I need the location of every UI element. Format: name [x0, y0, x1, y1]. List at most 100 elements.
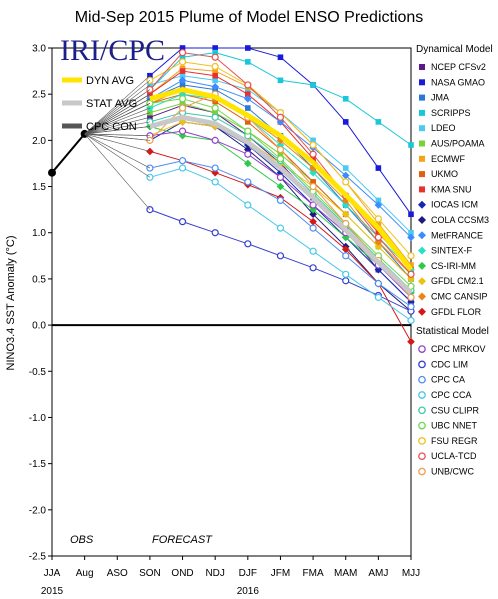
y-tick-label: 1.5 — [32, 182, 46, 193]
iri-cpc-logo: IRI/CPC — [60, 34, 165, 67]
fan-line — [84, 75, 151, 135]
legend-label: NASA GMAO — [431, 77, 485, 87]
series-cdc-lim — [146, 206, 415, 315]
data-point — [374, 233, 382, 241]
data-point — [178, 164, 187, 172]
legend-marker — [418, 391, 426, 399]
x-tick-label: JFM — [271, 568, 290, 579]
legend-label: MetFRANCE — [431, 230, 483, 240]
data-point — [407, 233, 415, 242]
x-tick-label: Aug — [76, 568, 94, 579]
data-point — [211, 164, 219, 172]
data-point — [178, 58, 187, 66]
legend-label: UNB/CWC — [431, 467, 474, 477]
data-point — [374, 201, 383, 209]
data-point — [179, 100, 186, 107]
data-point — [342, 252, 350, 260]
data-point — [212, 72, 218, 79]
legend-marker — [418, 216, 426, 224]
fan-line — [84, 89, 151, 135]
data-point — [276, 224, 285, 232]
data-point — [212, 109, 218, 116]
data-point — [407, 337, 415, 346]
series-cpc-ca — [146, 157, 415, 311]
data-point — [245, 59, 251, 65]
observed-point — [48, 168, 56, 177]
legend-label: COLA CCSM3 — [431, 215, 489, 225]
data-point — [374, 293, 382, 301]
legend-marker — [418, 231, 426, 240]
data-point — [374, 279, 382, 288]
data-point — [276, 146, 285, 154]
data-point — [245, 105, 251, 111]
avg-legend-label: CPC CON — [86, 121, 137, 133]
data-point — [408, 211, 414, 218]
data-point — [342, 219, 350, 228]
fan-line — [84, 80, 151, 135]
data-point — [178, 104, 187, 112]
data-point — [342, 165, 349, 171]
data-point — [309, 217, 317, 226]
data-point — [407, 293, 415, 301]
legend-heading-statistical: Statistical Model — [416, 326, 489, 337]
legend-label: CPC CA — [431, 375, 465, 385]
data-point — [178, 95, 187, 103]
avg-line-dyn-avg — [149, 87, 413, 272]
fan-line — [84, 98, 151, 135]
x-tick-label: ASO — [107, 568, 128, 579]
data-point — [276, 155, 285, 163]
fan-line — [84, 116, 150, 135]
y-axis-label: NINO3.4 SST Anomaly (°C) — [5, 235, 17, 370]
data-point — [147, 82, 153, 88]
fan-line — [84, 103, 151, 135]
data-point — [310, 179, 316, 185]
legend-marker — [418, 437, 426, 445]
legend-marker — [418, 467, 426, 476]
data-point — [211, 62, 219, 71]
legend-marker — [419, 79, 425, 86]
data-point — [342, 270, 350, 278]
y-tick-label: 0.5 — [32, 274, 46, 285]
y-tick-label: -2.0 — [29, 505, 47, 516]
data-point — [309, 247, 317, 255]
data-point — [309, 141, 317, 149]
legend-label: UBC NNET — [431, 421, 478, 431]
legend-marker — [419, 171, 425, 178]
data-point — [277, 54, 284, 61]
data-point — [244, 159, 252, 168]
data-point — [342, 119, 349, 125]
legend-marker — [418, 452, 426, 461]
data-point — [244, 95, 252, 103]
legend-label: JMA — [431, 93, 449, 103]
data-point — [310, 156, 316, 162]
data-point — [211, 82, 219, 91]
fan-line — [84, 133, 151, 210]
data-point — [178, 118, 187, 126]
data-point — [407, 316, 415, 325]
data-point — [309, 205, 317, 214]
data-point — [407, 303, 415, 311]
data-point — [178, 127, 187, 135]
legend-label: UKMO — [431, 169, 458, 179]
data-point — [179, 68, 186, 74]
data-point — [276, 252, 285, 260]
data-point — [276, 196, 285, 204]
legend-label: CDC LIM — [431, 359, 468, 369]
y-tick-label: -1.0 — [29, 413, 47, 424]
data-point — [375, 229, 382, 236]
data-point — [179, 72, 186, 79]
data-point — [245, 91, 251, 97]
data-point — [277, 77, 284, 84]
legend-marker — [419, 64, 425, 70]
data-point — [341, 201, 350, 209]
data-point — [211, 178, 219, 186]
legend-marker — [418, 421, 426, 430]
legend-label: UCLA-TCD — [431, 451, 477, 461]
x-tick-label: DJF — [239, 568, 257, 579]
data-point — [276, 141, 285, 149]
x-tick-label: MAM — [334, 568, 357, 579]
fan-line — [84, 133, 150, 137]
legend-label: CPC MRKOV — [431, 344, 486, 354]
data-point — [178, 218, 187, 226]
y-tick-label: 2.0 — [32, 136, 46, 147]
